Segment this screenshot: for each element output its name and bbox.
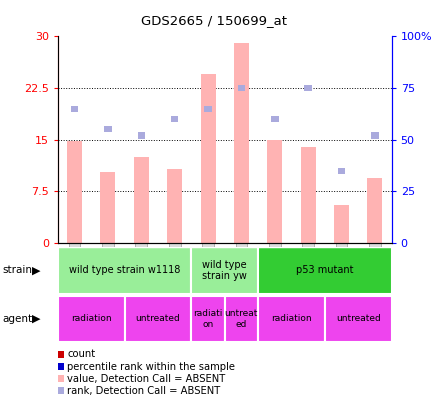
Bar xyxy=(191,247,258,294)
Text: rank, Detection Call = ABSENT: rank, Detection Call = ABSENT xyxy=(67,386,221,396)
Bar xyxy=(167,168,182,243)
Text: untreated: untreated xyxy=(336,314,380,324)
Bar xyxy=(271,116,279,122)
Text: strain: strain xyxy=(2,265,32,275)
Bar xyxy=(138,132,145,139)
Text: untreated: untreated xyxy=(136,314,180,324)
Text: ▶: ▶ xyxy=(32,314,40,324)
Bar xyxy=(171,116,178,122)
Text: wild type
strain yw: wild type strain yw xyxy=(202,260,247,281)
Text: radiati
on: radiati on xyxy=(193,309,223,328)
Bar xyxy=(371,132,379,139)
Bar xyxy=(201,75,215,243)
Bar xyxy=(325,296,392,342)
Bar xyxy=(58,296,125,342)
Text: value, Detection Call = ABSENT: value, Detection Call = ABSENT xyxy=(67,374,226,384)
Bar xyxy=(338,168,345,174)
Text: radiation: radiation xyxy=(271,314,312,324)
Text: wild type strain w1118: wild type strain w1118 xyxy=(69,265,180,275)
Text: percentile rank within the sample: percentile rank within the sample xyxy=(67,362,235,371)
Text: p53 mutant: p53 mutant xyxy=(296,265,354,275)
Bar xyxy=(67,141,82,243)
Bar xyxy=(258,296,325,342)
Bar xyxy=(191,296,225,342)
Text: GDS2665 / 150699_at: GDS2665 / 150699_at xyxy=(141,14,287,27)
Bar xyxy=(238,85,245,91)
Bar xyxy=(234,43,249,243)
Bar xyxy=(334,205,349,243)
Bar xyxy=(304,85,312,91)
Bar xyxy=(368,178,382,243)
Bar xyxy=(258,247,392,294)
Bar xyxy=(101,172,115,243)
Bar xyxy=(104,126,112,132)
Bar xyxy=(134,157,149,243)
Bar xyxy=(225,296,258,342)
Text: radiation: radiation xyxy=(71,314,112,324)
Bar xyxy=(301,147,316,243)
Bar xyxy=(71,106,78,112)
Bar xyxy=(58,247,191,294)
Text: count: count xyxy=(67,350,95,359)
Text: agent: agent xyxy=(2,314,32,324)
Text: untreat
ed: untreat ed xyxy=(225,309,258,328)
Bar xyxy=(267,140,282,243)
Bar xyxy=(125,296,191,342)
Bar xyxy=(204,106,212,112)
Text: ▶: ▶ xyxy=(32,265,40,275)
